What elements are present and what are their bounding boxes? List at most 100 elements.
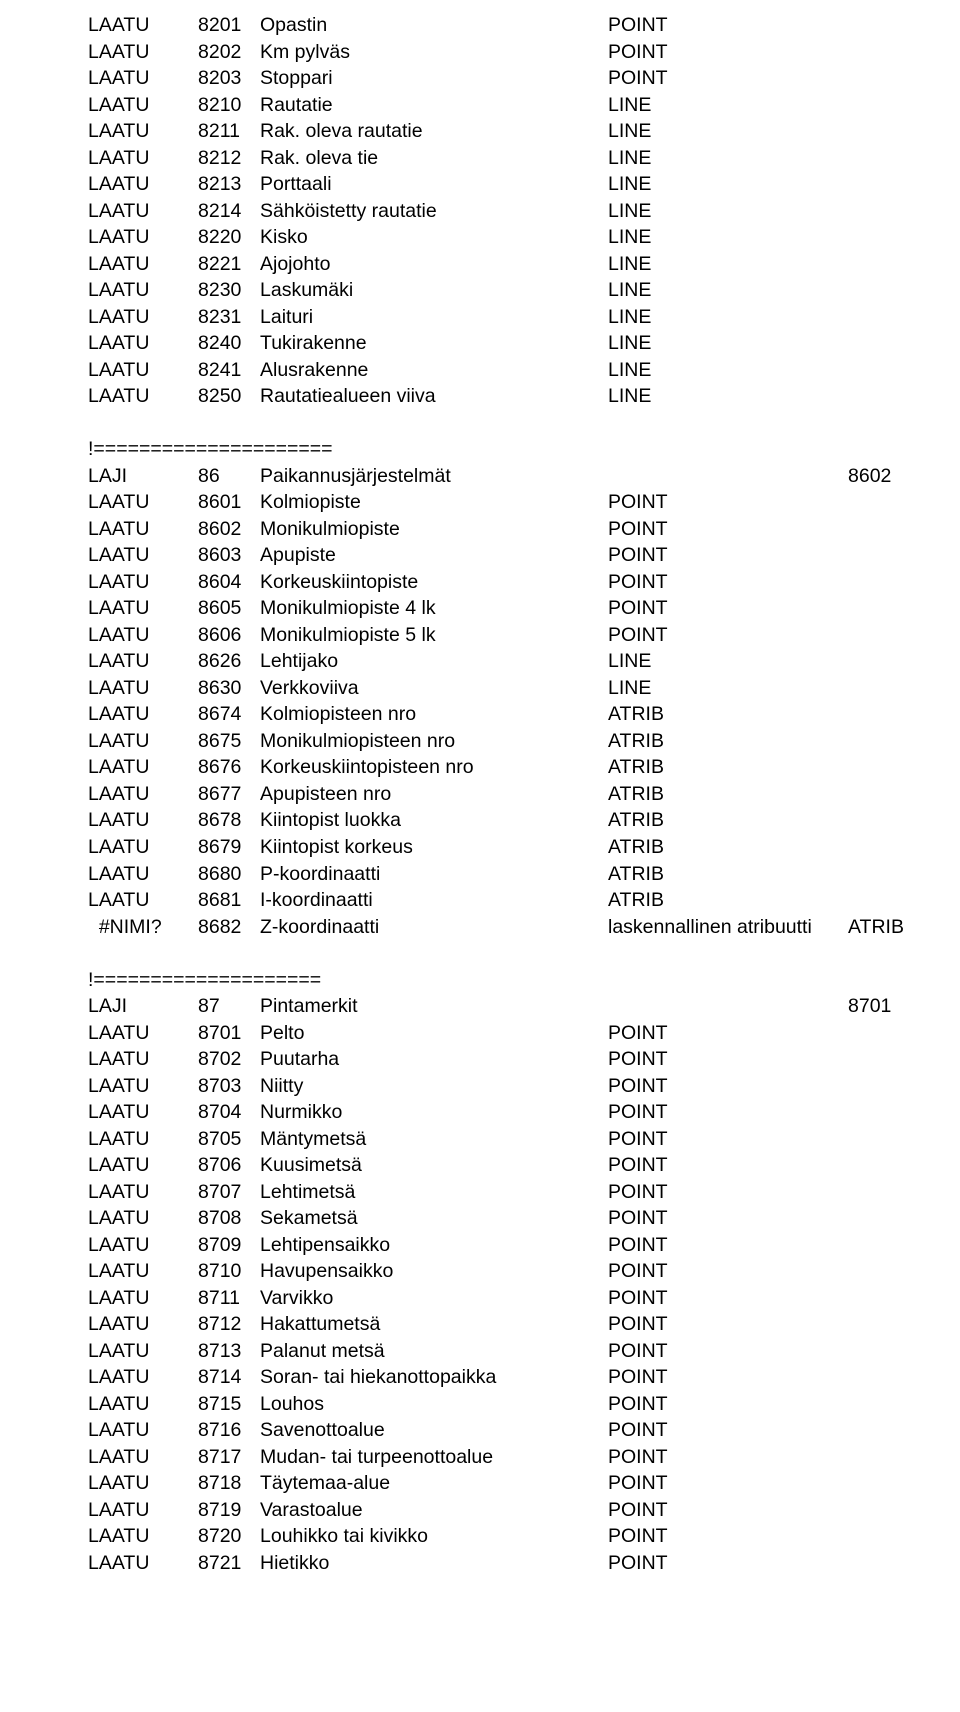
col-type: LAATU	[88, 224, 198, 251]
col-value	[608, 993, 848, 1020]
col-type: LAATU	[88, 357, 198, 384]
table-row: LAATU8602MonikulmiopistePOINT	[88, 516, 920, 543]
col-type: LAATU	[88, 807, 198, 834]
col-code: 8679	[198, 834, 260, 861]
col-code: 8202	[198, 39, 260, 66]
col-value: POINT	[608, 1391, 848, 1418]
col-extra: 8701	[848, 993, 891, 1020]
table-row: LAATU8603ApupistePOINT	[88, 542, 920, 569]
table-row: LAATU8213PorttaaliLINE	[88, 171, 920, 198]
col-code: 8221	[198, 251, 260, 278]
table-row: LAATU8212Rak. oleva tieLINE	[88, 145, 920, 172]
col-description: Kiintopist korkeus	[260, 834, 608, 861]
col-type: LAATU	[88, 861, 198, 888]
col-value: ATRIB	[608, 701, 848, 728]
col-value: LINE	[608, 383, 848, 410]
col-value: POINT	[608, 1364, 848, 1391]
col-type: LAATU	[88, 622, 198, 649]
col-description: Monikulmiopiste 4 lk	[260, 595, 608, 622]
col-type: LAATU	[88, 1497, 198, 1524]
col-value: LINE	[608, 198, 848, 225]
col-code: 8630	[198, 675, 260, 702]
col-description: Lehtipensaikko	[260, 1232, 608, 1259]
table-row: LAATU8203StoppariPOINT	[88, 65, 920, 92]
table-row: LAATU8210RautatieLINE	[88, 92, 920, 119]
col-value: ATRIB	[608, 781, 848, 808]
col-value: LINE	[608, 92, 848, 119]
col-value: POINT	[608, 595, 848, 622]
col-type: LAATU	[88, 834, 198, 861]
col-description: Monikulmiopisteen nro	[260, 728, 608, 755]
col-description: Kiintopist luokka	[260, 807, 608, 834]
table-row: LAATU8240TukirakenneLINE	[88, 330, 920, 357]
table-row: LAATU8721HietikkoPOINT	[88, 1550, 920, 1577]
col-code: 8605	[198, 595, 260, 622]
col-value: ATRIB	[608, 834, 848, 861]
col-code: 87	[198, 993, 260, 1020]
col-code: 8709	[198, 1232, 260, 1259]
col-type: LAATU	[88, 542, 198, 569]
col-value: POINT	[608, 542, 848, 569]
col-description: Palanut metsä	[260, 1338, 608, 1365]
col-value: POINT	[608, 569, 848, 596]
table-row: LAATU8703NiittyPOINT	[88, 1073, 920, 1100]
col-description: Km pylväs	[260, 39, 608, 66]
col-value: POINT	[608, 1179, 848, 1206]
col-code: 8213	[198, 171, 260, 198]
table-row: LAATU8214Sähköistetty rautatieLINE	[88, 198, 920, 225]
col-type: LAATU	[88, 118, 198, 145]
col-type: LAATU	[88, 1444, 198, 1471]
table-row: LAATU8712HakattumetsäPOINT	[88, 1311, 920, 1338]
table-row: LAATU8630VerkkoviivaLINE	[88, 675, 920, 702]
col-description: Tukirakenne	[260, 330, 608, 357]
col-description: Puutarha	[260, 1046, 608, 1073]
col-type: LAATU	[88, 277, 198, 304]
col-code: 8713	[198, 1338, 260, 1365]
col-code: 8701	[198, 1020, 260, 1047]
col-type: LAJI	[88, 463, 198, 490]
col-type: LAATU	[88, 701, 198, 728]
col-value: POINT	[608, 1444, 848, 1471]
col-code: 8705	[198, 1126, 260, 1153]
col-value: LINE	[608, 118, 848, 145]
col-type: LAATU	[88, 516, 198, 543]
col-type: LAATU	[88, 1046, 198, 1073]
col-type: LAATU	[88, 887, 198, 914]
col-code: 8602	[198, 516, 260, 543]
col-description: Mudan- tai turpeenottoalue	[260, 1444, 608, 1471]
col-code: 8719	[198, 1497, 260, 1524]
table-row: LAATU8705MäntymetsäPOINT	[88, 1126, 920, 1153]
table-row: LAJI86Paikannusjärjestelmät8602	[88, 463, 920, 490]
col-type: LAATU	[88, 251, 198, 278]
col-code: 8203	[198, 65, 260, 92]
col-value: POINT	[608, 1523, 848, 1550]
col-code: 8604	[198, 569, 260, 596]
col-code: 8603	[198, 542, 260, 569]
col-code: 8674	[198, 701, 260, 728]
col-code: 8712	[198, 1311, 260, 1338]
col-value: POINT	[608, 1550, 848, 1577]
col-value: ATRIB	[608, 728, 848, 755]
col-type: LAATU	[88, 383, 198, 410]
table-row: LAATU8702PuutarhaPOINT	[88, 1046, 920, 1073]
table-row: LAATU8201OpastinPOINT	[88, 12, 920, 39]
col-description: Louhos	[260, 1391, 608, 1418]
table-row: LAATU8708SekametsäPOINT	[88, 1205, 920, 1232]
table-row: #NIMI?8682Z-koordinaattilaskennallinen a…	[88, 914, 920, 941]
col-type: LAATU	[88, 1470, 198, 1497]
col-value: LINE	[608, 675, 848, 702]
col-description: Varastoalue	[260, 1497, 608, 1524]
col-value: ATRIB	[608, 861, 848, 888]
col-code: 86	[198, 463, 260, 490]
col-value: LINE	[608, 648, 848, 675]
table-row: LAATU8704NurmikkoPOINT	[88, 1099, 920, 1126]
col-value: POINT	[608, 1152, 848, 1179]
table-row: LAATU8231LaituriLINE	[88, 304, 920, 331]
col-description: Apupisteen nro	[260, 781, 608, 808]
col-description: Hakattumetsä	[260, 1311, 608, 1338]
col-description: Korkeuskiintopisteen nro	[260, 754, 608, 781]
col-value: ATRIB	[608, 807, 848, 834]
col-description: Lehtimetsä	[260, 1179, 608, 1206]
table-row: LAATU8714Soran- tai hiekanottopaikkaPOIN…	[88, 1364, 920, 1391]
col-description: Rak. oleva tie	[260, 145, 608, 172]
